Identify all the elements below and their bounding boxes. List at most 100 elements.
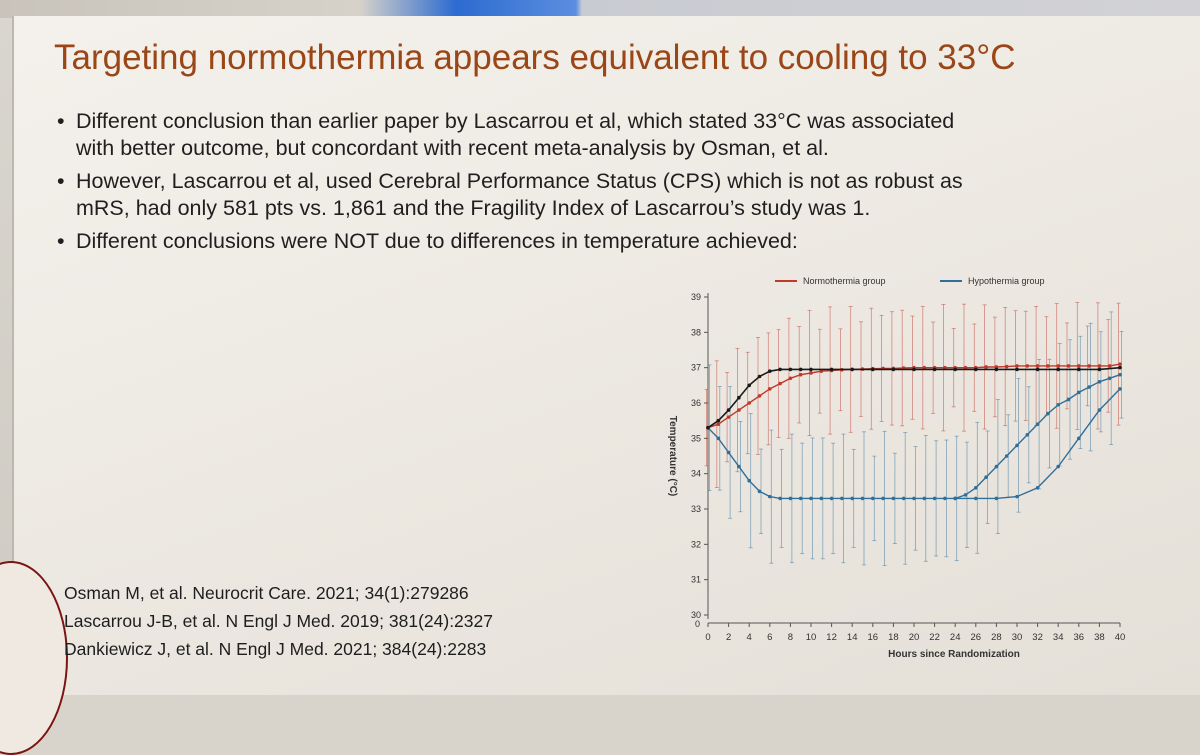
data-point <box>1118 372 1122 377</box>
data-point <box>974 486 978 490</box>
x-tick-label: 34 <box>1053 632 1064 643</box>
data-point <box>798 496 803 501</box>
slide-title: Targeting normothermia appears equivalen… <box>54 38 1016 77</box>
x-tick-label: 14 <box>847 632 858 643</box>
x-tick-label: 36 <box>1074 632 1085 643</box>
data-point <box>1004 454 1009 458</box>
data-point <box>1056 367 1060 372</box>
data-point <box>1056 364 1060 368</box>
bullet-dot-icon: • <box>57 169 65 193</box>
data-point <box>974 367 978 372</box>
x-tick-label: 4 <box>747 632 752 643</box>
y-tick-label: 34 <box>691 469 701 479</box>
x-tick-label: 8 <box>788 632 793 643</box>
data-point <box>1097 380 1102 384</box>
data-point <box>726 408 731 412</box>
y-tick-label: 31 <box>691 575 701 585</box>
data-point <box>1025 433 1030 437</box>
data-point <box>932 367 937 372</box>
data-point <box>1097 367 1102 372</box>
data-point <box>994 464 999 469</box>
bullet-line: with better outcome, but concordant with… <box>76 136 829 160</box>
data-point <box>963 365 968 370</box>
data-point <box>1107 364 1112 368</box>
data-point <box>850 496 854 501</box>
data-point <box>1077 436 1081 441</box>
data-point <box>1046 411 1050 416</box>
x-tick-label: 6 <box>767 632 772 643</box>
data-point <box>1118 362 1122 366</box>
data-point <box>1077 367 1081 372</box>
data-point <box>943 365 947 370</box>
data-point <box>716 418 721 423</box>
data-point <box>768 387 772 391</box>
data-point <box>747 478 751 483</box>
data-point <box>819 496 824 501</box>
data-point <box>953 367 957 372</box>
decorative-arc <box>0 561 68 755</box>
x-tick-label: 28 <box>991 632 1002 643</box>
data-point <box>1015 364 1019 368</box>
data-point <box>788 376 793 381</box>
data-point <box>912 367 916 372</box>
data-point <box>747 401 751 405</box>
data-point <box>871 496 875 501</box>
x-tick-label: 10 <box>806 632 817 643</box>
data-point <box>737 395 741 400</box>
x-tick-label: 18 <box>888 632 899 643</box>
y-tick-label: 30 <box>691 610 701 620</box>
series-line <box>707 363 1121 429</box>
data-point <box>994 365 999 369</box>
data-point <box>726 415 731 419</box>
data-point <box>798 367 803 372</box>
data-point <box>809 371 813 375</box>
y-tick-label: 35 <box>691 433 701 443</box>
data-point <box>1035 422 1040 426</box>
data-point <box>943 496 947 501</box>
data-point <box>778 496 782 501</box>
data-point <box>798 372 803 377</box>
x-tick-label: 12 <box>826 632 837 643</box>
x-tick-label: 16 <box>868 632 879 643</box>
data-point <box>984 365 988 369</box>
data-point <box>922 496 927 501</box>
series-line <box>707 366 1121 429</box>
series-line <box>955 388 1121 500</box>
x-tick-label: 20 <box>909 632 920 643</box>
data-point <box>1107 376 1112 381</box>
y-tick-label: 33 <box>691 504 701 514</box>
data-point <box>1118 365 1122 370</box>
data-point <box>829 367 834 372</box>
data-point <box>809 496 813 501</box>
data-point <box>1004 364 1009 369</box>
data-point <box>788 496 793 501</box>
bullet-dot-icon: • <box>57 229 65 253</box>
data-point <box>1077 390 1081 395</box>
bullet-item: • Different conclusions were NOT due to … <box>54 228 1184 255</box>
data-point <box>768 369 772 373</box>
data-point <box>860 496 865 501</box>
data-point <box>788 367 793 372</box>
data-point <box>1035 486 1040 490</box>
legend-label: Hypothermia group <box>968 276 1045 286</box>
data-point <box>1056 402 1060 407</box>
data-point <box>1035 364 1040 368</box>
data-point <box>1015 494 1019 499</box>
data-point <box>994 367 999 372</box>
data-point <box>1025 364 1030 368</box>
data-point <box>737 408 741 412</box>
data-point <box>1056 464 1060 469</box>
data-point <box>1118 387 1122 391</box>
data-point <box>963 493 968 497</box>
x-tick-label: 0 <box>705 632 710 643</box>
bullet-list: • Different conclusion than earlier pape… <box>54 108 1184 261</box>
x-tick-label: 30 <box>1012 632 1023 643</box>
data-point <box>757 374 762 379</box>
data-point <box>716 436 721 441</box>
x-axis-label: Hours since Randomization <box>888 649 1020 660</box>
data-point <box>1035 367 1040 372</box>
data-point <box>1087 385 1091 389</box>
data-point <box>922 365 927 370</box>
data-point <box>1066 397 1071 402</box>
